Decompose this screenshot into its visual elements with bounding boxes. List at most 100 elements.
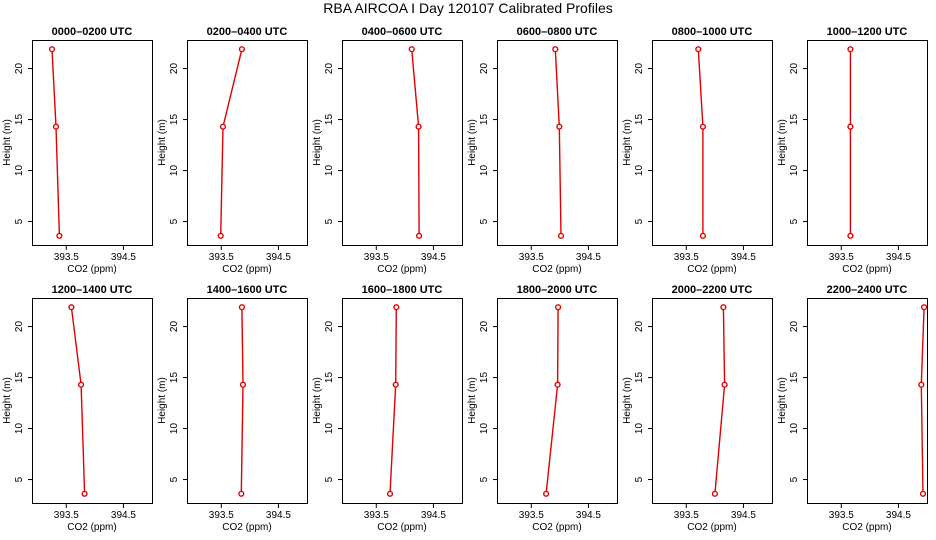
y-tick-label: 15 — [634, 372, 645, 384]
y-tick-label: 15 — [479, 372, 490, 384]
x-axis-label: CO2 (ppm) — [842, 264, 891, 275]
y-axis-label: Height (m) — [622, 377, 633, 424]
y-tick-label: 5 — [479, 476, 490, 482]
y-tick-label: 20 — [324, 321, 335, 333]
data-point — [557, 232, 565, 239]
panel-title: 2200–2400 UTC — [827, 284, 908, 296]
data-point — [217, 232, 224, 239]
plot-frame — [497, 298, 618, 504]
y-axis-label: Height (m) — [777, 119, 788, 166]
panel: 0600–0800 UTC 393.5 394.5 5 10 15 20 CO2 (ppm) H… — [467, 26, 618, 275]
data-point — [392, 381, 399, 388]
x-axis-label: CO2 (ppm) — [222, 522, 271, 533]
profile-line — [714, 307, 726, 494]
y-tick-label: 10 — [324, 423, 335, 435]
y-axis-label: Height (m) — [157, 119, 168, 166]
y-tick-label: 15 — [169, 114, 180, 126]
x-axis-label: CO2 (ppm) — [532, 522, 581, 533]
plot-frame — [807, 40, 928, 246]
x-tick-label: 394.5 — [421, 252, 446, 263]
y-tick-label: 20 — [789, 63, 800, 75]
x-tick-label: 393.5 — [209, 252, 234, 263]
x-tick-label: 394.5 — [111, 252, 136, 263]
data-point — [238, 46, 246, 53]
panel-grid: 0000–0200 UTC 393.5 394.5 5 10 15 20 CO2 (ppm) H… — [2, 26, 928, 533]
y-axis-label: Height (m) — [157, 377, 168, 424]
x-axis-label: CO2 (ppm) — [687, 264, 736, 275]
y-tick-label: 20 — [479, 321, 490, 333]
y-tick-label: 15 — [634, 114, 645, 126]
plot-frame — [342, 40, 463, 246]
y-tick-label: 5 — [14, 218, 25, 224]
profile-line — [389, 307, 397, 494]
profile-line — [545, 307, 559, 494]
x-tick-label: 394.5 — [886, 252, 911, 263]
data-point — [77, 381, 85, 388]
data-point — [695, 46, 702, 53]
x-tick-label: 393.5 — [519, 252, 544, 263]
y-axis-label: Height (m) — [467, 377, 478, 424]
y-tick-label: 10 — [324, 165, 335, 177]
y-tick-label: 20 — [169, 63, 180, 75]
y-tick-label: 20 — [789, 321, 800, 333]
data-point — [81, 490, 88, 497]
data-point — [847, 232, 854, 239]
y-axis-label: Height (m) — [777, 377, 788, 424]
y-tick-label: 10 — [14, 165, 25, 177]
y-tick-label: 10 — [14, 423, 25, 435]
y-axis-label: Height (m) — [312, 119, 323, 166]
data-point — [554, 304, 562, 311]
y-tick-label: 15 — [169, 372, 180, 384]
data-point — [239, 381, 247, 388]
plot-frame — [342, 298, 463, 504]
panel: 1600–1800 UTC 393.5 394.5 5 10 15 20 CO2 (ppm) H… — [312, 284, 463, 533]
panel-title: 1600–1800 UTC — [362, 284, 443, 296]
figure-title: RBA AIRCOA I Day 120107 Calibrated Profi… — [323, 0, 612, 16]
profile-line — [51, 49, 61, 236]
panel: 2000–2200 UTC 393.5 394.5 5 10 15 20 CO2 (ppm) H… — [622, 284, 773, 533]
y-tick-label: 10 — [479, 165, 490, 177]
x-tick-label: 393.5 — [519, 510, 544, 521]
data-point — [920, 304, 928, 311]
y-tick-label: 5 — [634, 218, 645, 224]
data-point — [219, 123, 227, 130]
y-tick-label: 20 — [634, 63, 645, 75]
data-point — [711, 490, 719, 497]
x-axis-label: CO2 (ppm) — [687, 522, 736, 533]
data-point — [699, 232, 707, 239]
y-tick-label: 10 — [789, 165, 800, 177]
plot-frame — [652, 40, 773, 246]
y-axis-label: Height (m) — [2, 119, 13, 166]
x-tick-label: 394.5 — [886, 510, 911, 521]
data-point — [554, 381, 561, 388]
y-tick-label: 10 — [789, 423, 800, 435]
profile-line — [411, 49, 420, 236]
panel-title: 2000–2200 UTC — [672, 284, 753, 296]
x-tick-label: 393.5 — [829, 510, 854, 521]
panel-title: 0600–0800 UTC — [517, 26, 598, 38]
panel: 0200–0400 UTC 393.5 394.5 5 10 15 20 CO2 (ppm) H… — [157, 26, 308, 275]
x-tick-label: 394.5 — [731, 252, 756, 263]
x-axis-label: CO2 (ppm) — [532, 264, 581, 275]
y-tick-label: 5 — [789, 476, 800, 482]
profile-line — [240, 307, 244, 494]
profile-line — [920, 307, 925, 494]
profile-line — [70, 307, 86, 494]
y-tick-label: 5 — [169, 476, 180, 482]
panel: 1000–1200 UTC 393.5 394.5 5 10 15 20 CO2 (ppm) H… — [777, 26, 928, 275]
y-tick-label: 5 — [169, 218, 180, 224]
plot-frame — [497, 40, 618, 246]
data-point — [919, 490, 927, 497]
data-point — [238, 304, 246, 311]
x-axis-label: CO2 (ppm) — [377, 264, 426, 275]
x-tick-label: 393.5 — [54, 252, 79, 263]
panel-title: 1200–1400 UTC — [52, 284, 133, 296]
x-axis-label: CO2 (ppm) — [377, 522, 426, 533]
plot-frame — [32, 40, 153, 246]
y-tick-label: 15 — [324, 114, 335, 126]
panel: 0400–0600 UTC 393.5 394.5 5 10 15 20 CO2 (ppm) H… — [312, 26, 463, 275]
y-axis-label: Height (m) — [2, 377, 13, 424]
panel: 1400–1600 UTC 393.5 394.5 5 10 15 20 CO2 (ppm) H… — [157, 284, 308, 533]
panel-title: 0000–0200 UTC — [52, 26, 133, 38]
x-tick-label: 393.5 — [829, 252, 854, 263]
